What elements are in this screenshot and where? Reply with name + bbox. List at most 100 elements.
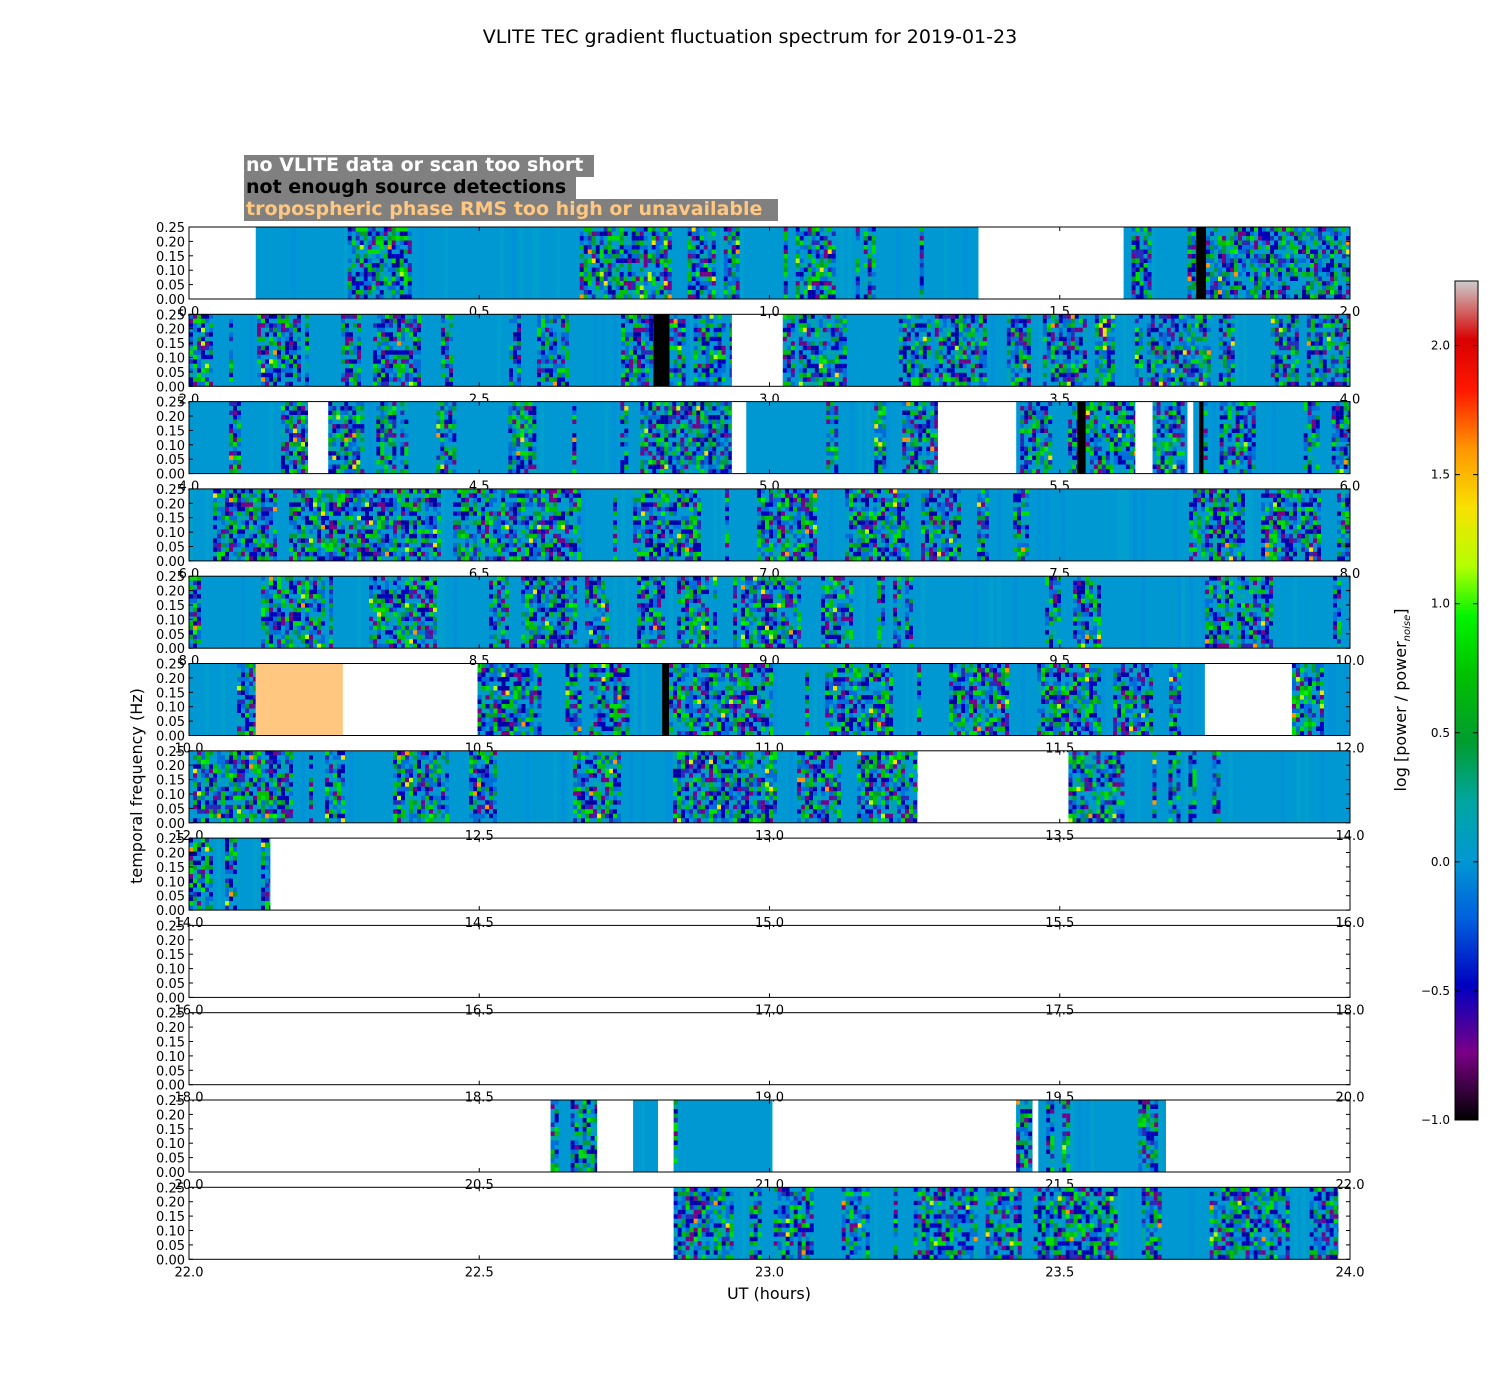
colorbar-label-end: ] <box>1391 608 1410 614</box>
segment-no-detections <box>662 664 669 736</box>
segment-data <box>189 314 653 386</box>
y-tick-label: 0.25 <box>156 221 185 236</box>
y-tick-label: 0.10 <box>156 1137 185 1152</box>
y-tick-label: 0.10 <box>156 526 185 541</box>
legend-entry-2: tropospheric phase RMS too high or unava… <box>246 198 762 220</box>
panels: 0.000.050.100.150.200.250.0 0.5 1.0 1.5 2.00… <box>156 221 1364 1280</box>
colorbar: −1.0−0.50.00.51.01.52.0 log [power / pow… <box>1391 281 1478 1127</box>
x-tick-label: 24.0 <box>1336 1265 1365 1280</box>
panel-0: 0.000.050.100.150.200.250.0 0.5 1.0 1.5 2.0 <box>156 221 1360 320</box>
y-tick-label: 0.15 <box>156 1036 185 1051</box>
x-axis-label: UT (hours) <box>727 1284 811 1303</box>
y-tick-label: 0.10 <box>156 264 185 279</box>
y-tick-label: 0.25 <box>156 658 185 673</box>
segment-data <box>633 1100 658 1172</box>
y-tick-label: 0.20 <box>156 410 185 425</box>
segment-data <box>189 576 1350 648</box>
panel-4: 0.000.050.100.150.200.258.0 8.5 9.0 9.5 10.0 <box>156 570 1364 669</box>
segment-data <box>551 1100 597 1172</box>
y-tick-label: 0.05 <box>156 890 185 905</box>
y-tick-label: 0.15 <box>156 686 185 701</box>
y-tick-label: 0.25 <box>156 832 185 847</box>
x-tick-label: 23.0 <box>755 1265 784 1280</box>
y-tick-label: 0.10 <box>156 613 185 628</box>
segment-data <box>256 227 979 299</box>
y-tick-label: 0.25 <box>156 745 185 760</box>
y-tick-label: 0.25 <box>156 1094 185 1109</box>
colorbar-label-sub: noise <box>1402 615 1413 642</box>
segment-data <box>783 314 1350 386</box>
segment-data <box>1016 1100 1032 1172</box>
segment-data <box>1038 1100 1166 1172</box>
y-tick-label: 0.05 <box>156 802 185 817</box>
y-tick-label: 0.10 <box>156 701 185 716</box>
segment-no-detections <box>1199 402 1204 474</box>
legend-entry-1: not enough source detections <box>246 176 566 198</box>
y-tick-label: 0.20 <box>156 934 185 949</box>
y-tick-label: 0.20 <box>156 585 185 600</box>
colorbar-tick-label: −1.0 <box>1421 1113 1450 1127</box>
segment-data <box>189 751 918 823</box>
segment-no-detections <box>1077 402 1086 474</box>
y-tick-label: 0.15 <box>156 337 185 352</box>
y-tick-label: 0.05 <box>156 366 185 381</box>
y-tick-label: 0.10 <box>156 788 185 803</box>
y-tick-label: 0.25 <box>156 570 185 585</box>
colorbar-tick-label: 0.5 <box>1431 726 1450 740</box>
y-tick-label: 0.05 <box>156 1064 185 1079</box>
segment-data <box>1124 227 1197 299</box>
segment-data <box>189 489 1350 561</box>
y-tick-label: 0.10 <box>156 439 185 454</box>
y-tick-label: 0.10 <box>156 875 185 890</box>
segment-data <box>1016 402 1077 474</box>
panel-frame <box>189 925 1350 997</box>
y-tick-label: 0.10 <box>156 963 185 978</box>
legend-entry-0: no VLITE data or scan too short <box>246 154 583 176</box>
colorbar-label-main: log [power / power <box>1391 641 1410 792</box>
segment-no-detections <box>1196 227 1206 299</box>
y-tick-label: 0.20 <box>156 1108 185 1123</box>
y-tick-label: 0.05 <box>156 541 185 556</box>
y-tick-label: 0.15 <box>156 599 185 614</box>
x-tick-label: 23.5 <box>1045 1265 1074 1280</box>
y-tick-label: 0.15 <box>156 250 185 265</box>
segment-data <box>189 838 270 910</box>
y-tick-label: 0.20 <box>156 759 185 774</box>
colorbar-tick-label: 0.0 <box>1431 855 1450 869</box>
segment-data <box>674 1100 773 1172</box>
colorbar-tick-label: 1.0 <box>1431 597 1450 611</box>
y-tick-label: 0.05 <box>156 715 185 730</box>
y-tick-label: 0.15 <box>156 1210 185 1225</box>
y-tick-label: 0.15 <box>156 861 185 876</box>
y-tick-label: 0.25 <box>156 919 185 934</box>
segment-data <box>189 402 308 474</box>
segment-tropo-rms <box>256 664 343 736</box>
segment-data <box>189 664 256 736</box>
y-tick-label: 0.25 <box>156 483 185 498</box>
segment-data <box>674 1187 1339 1259</box>
y-tick-label: 0.05 <box>156 279 185 294</box>
x-tick-label: 22.5 <box>465 1265 494 1280</box>
y-tick-label: 0.15 <box>156 1123 185 1138</box>
y-tick-label: 0.20 <box>156 847 185 862</box>
y-tick-label: 0.25 <box>156 1007 185 1022</box>
segment-no-detections <box>653 314 669 386</box>
y-tick-label: 0.10 <box>156 1050 185 1065</box>
panel-2: 0.000.050.100.150.200.254.0 4.5 5.0 5.5 6.0 <box>156 396 1360 495</box>
segment-data <box>1206 227 1350 299</box>
segment-data <box>1086 402 1135 474</box>
panel-frame <box>189 838 1350 910</box>
segment-data <box>669 664 1205 736</box>
segment-data <box>1292 664 1350 736</box>
y-tick-label: 0.20 <box>156 497 185 512</box>
y-tick-label: 0.20 <box>156 1021 185 1036</box>
y-tick-label: 0.05 <box>156 977 185 992</box>
y-tick-label: 0.05 <box>156 1239 185 1254</box>
y-tick-label: 0.20 <box>156 672 185 687</box>
y-tick-label: 0.05 <box>156 453 185 468</box>
y-tick-label: 0.15 <box>156 424 185 439</box>
y-tick-label: 0.15 <box>156 512 185 527</box>
